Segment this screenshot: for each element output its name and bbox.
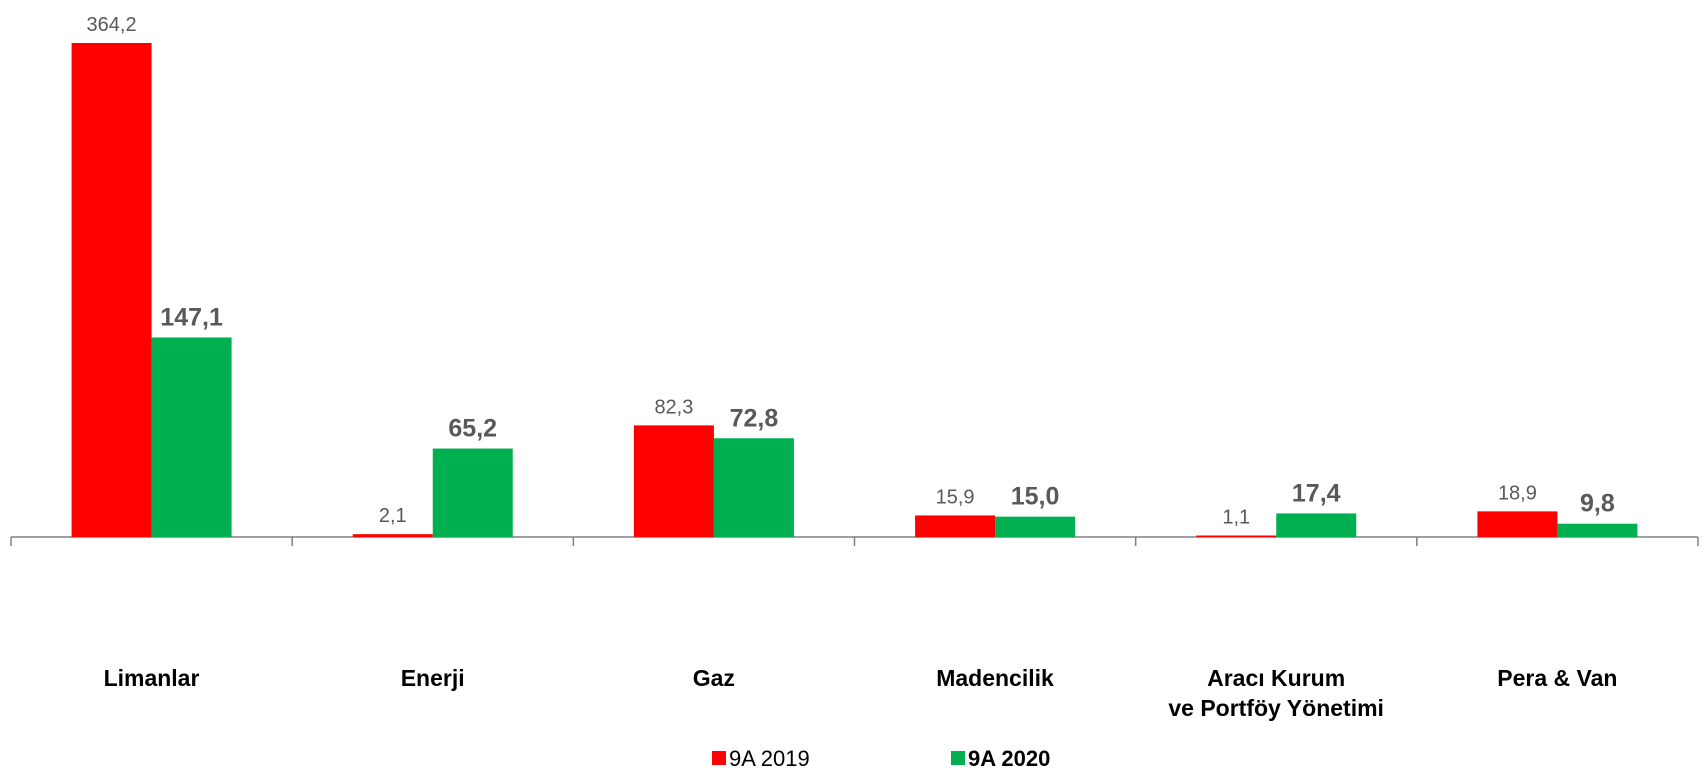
bar — [151, 337, 232, 537]
x-tick-label: Enerji — [400, 665, 465, 691]
bar — [432, 448, 513, 537]
bar — [352, 534, 433, 537]
bar — [713, 438, 794, 537]
x-tick-label: Aracı Kurum ve Portföy Yönetimi — [1168, 665, 1384, 721]
bar — [915, 515, 996, 537]
data-label: 15,9 — [936, 486, 975, 508]
legend-label: 9A 2020 — [968, 746, 1050, 771]
bar — [1196, 535, 1277, 537]
data-label: 9,8 — [1580, 490, 1615, 518]
data-label: 15,0 — [1011, 483, 1060, 511]
legend-label: 9A 2019 — [729, 746, 810, 771]
x-tick-label: Madencilik — [936, 665, 1054, 691]
data-label: 18,9 — [1498, 482, 1537, 504]
x-tick-label: Pera & Van — [1497, 665, 1618, 691]
bar — [71, 43, 152, 537]
data-label: 1,1 — [1222, 507, 1250, 529]
data-label: 147,1 — [160, 303, 223, 331]
x-tick-label: Gaz — [692, 665, 735, 691]
legend-swatch — [951, 751, 965, 765]
bar — [633, 425, 714, 537]
data-label: 364,2 — [87, 14, 137, 36]
data-label: 17,4 — [1292, 479, 1341, 507]
data-label: 82,3 — [654, 396, 693, 418]
bar — [1477, 511, 1558, 537]
x-tick-label: Limanlar — [103, 665, 200, 691]
bar — [1557, 523, 1638, 537]
data-label: 2,1 — [379, 505, 407, 527]
bar — [995, 516, 1076, 537]
data-label: 65,2 — [448, 415, 497, 443]
data-label: 72,8 — [730, 404, 779, 432]
bar — [1276, 513, 1357, 537]
legend-swatch — [712, 751, 726, 765]
